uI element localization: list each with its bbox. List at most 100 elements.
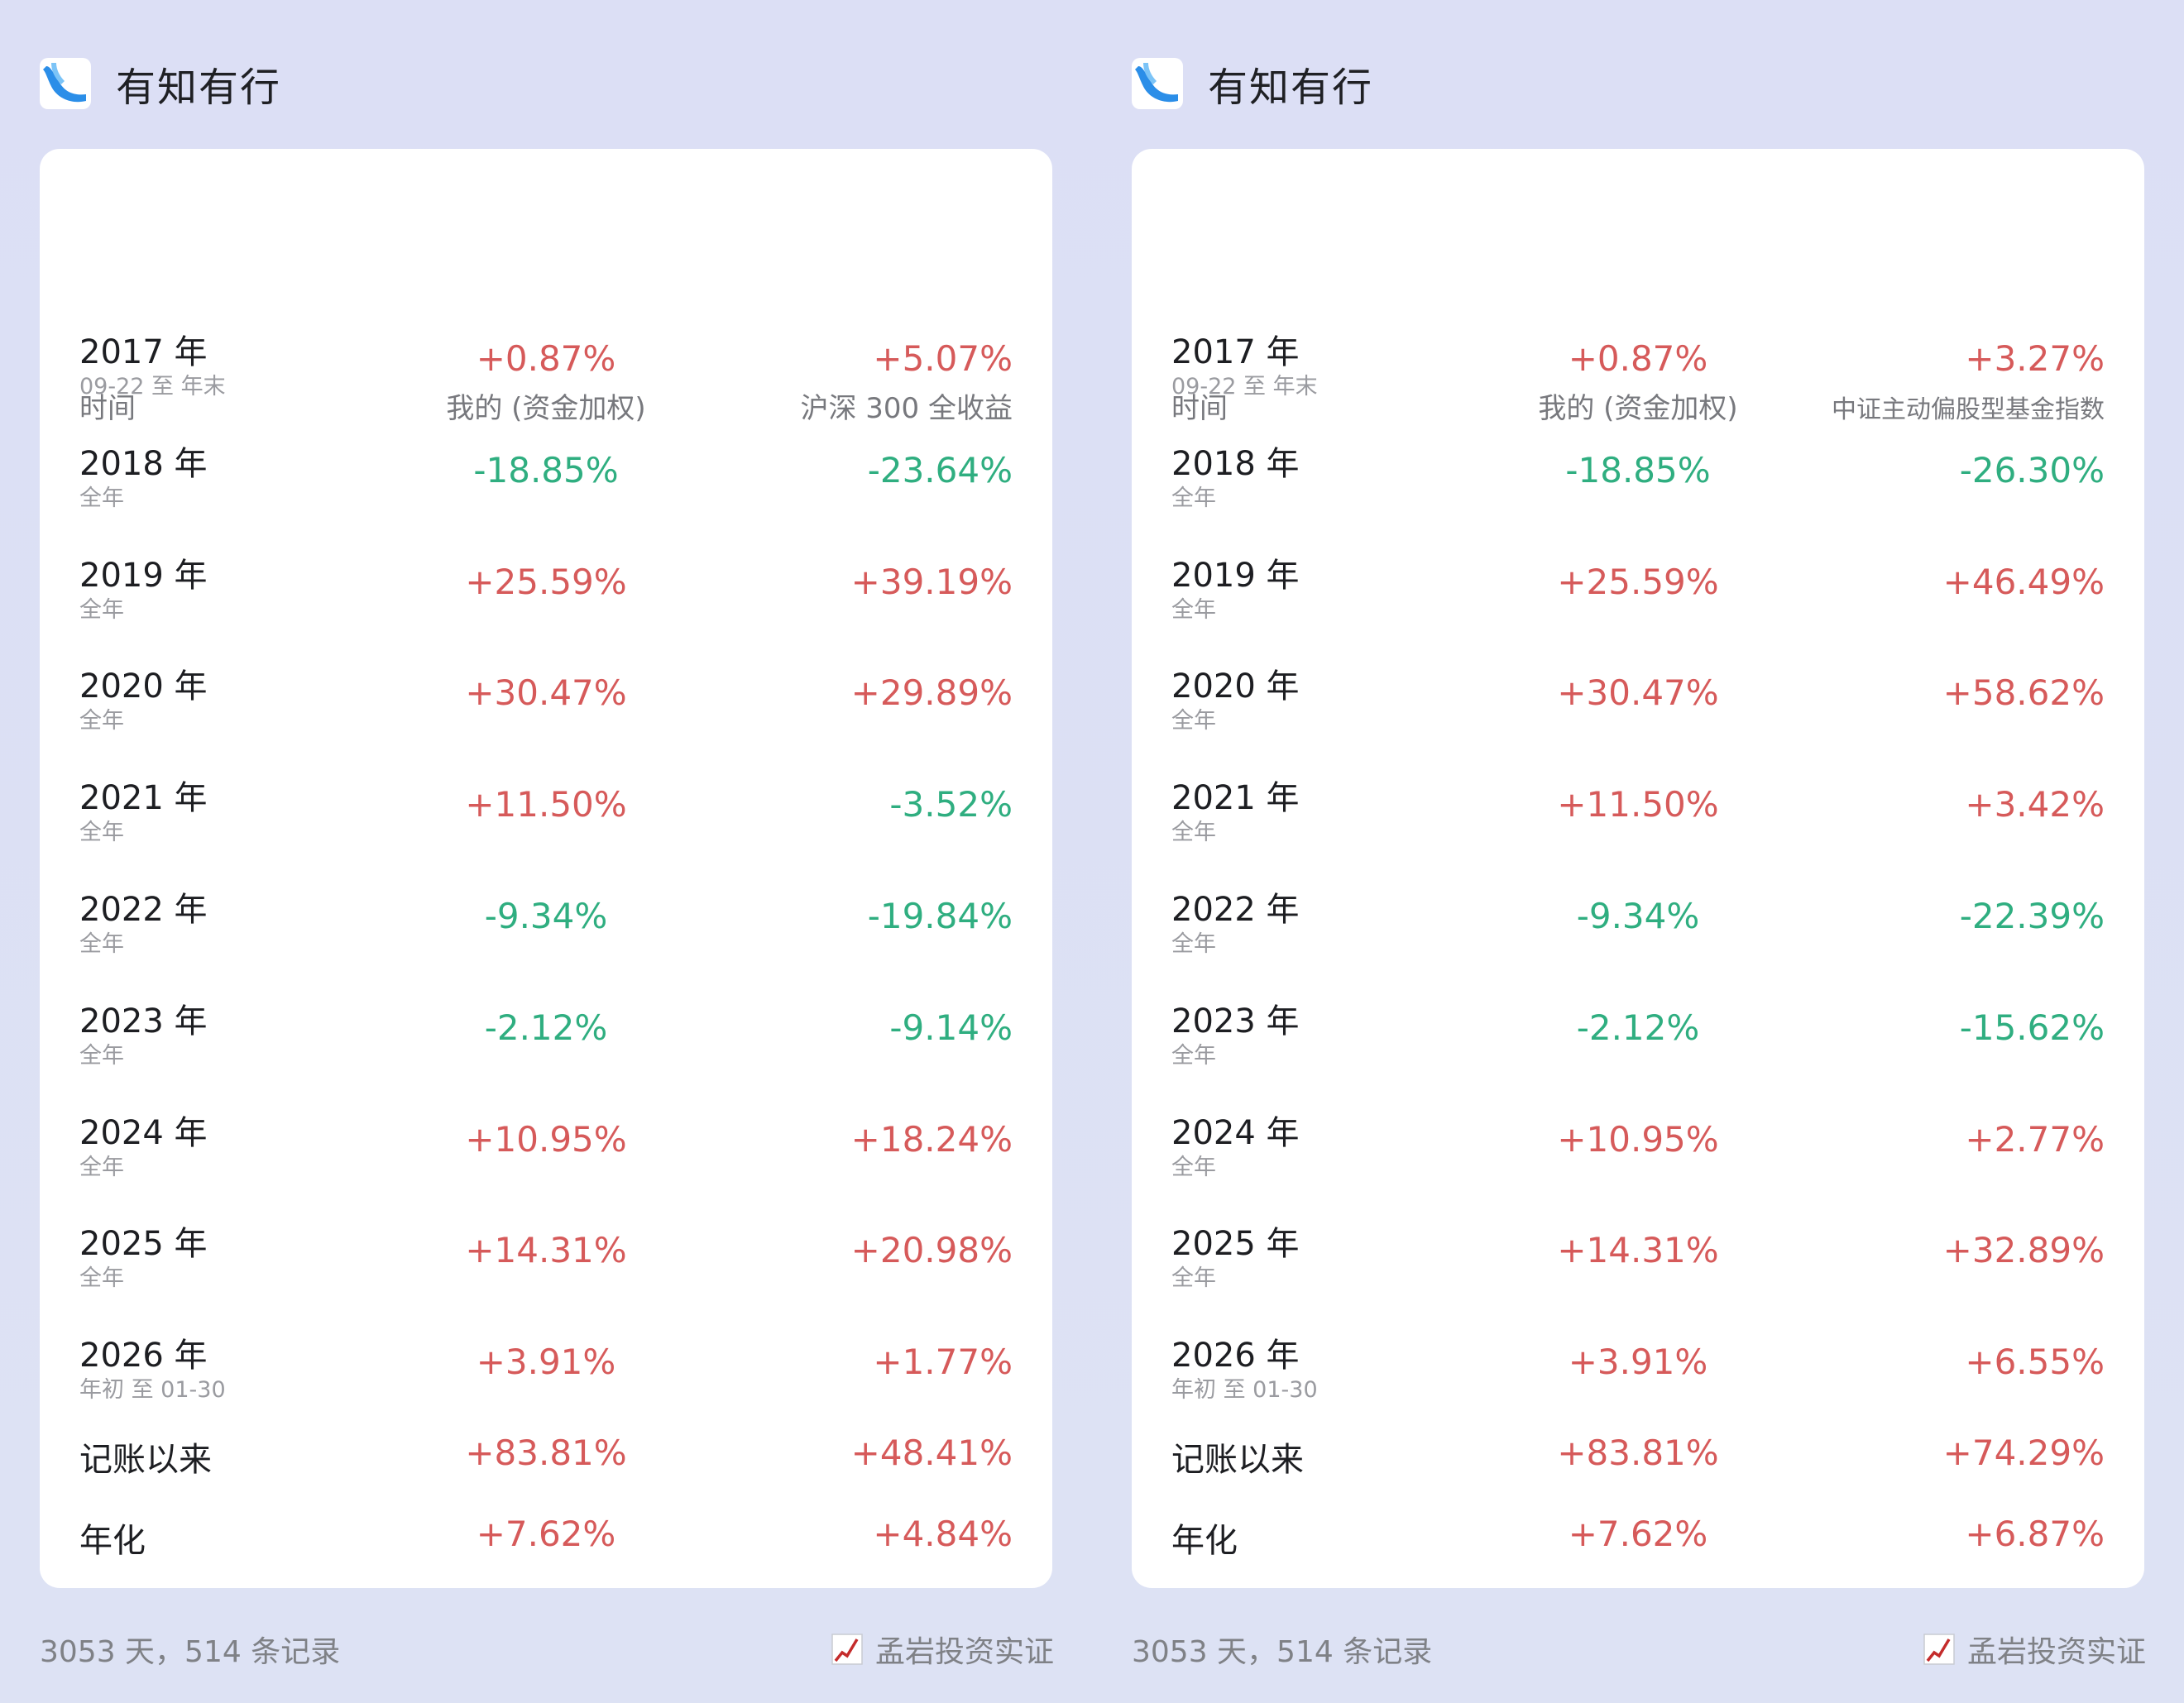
table-row: 2023 年全年 -2.12% -15.62% bbox=[1132, 994, 2144, 1106]
row-year: 2021 年 bbox=[1171, 779, 1300, 818]
row-year: 2021 年 bbox=[79, 779, 208, 818]
row-mine-return: +25.59% bbox=[1557, 561, 1719, 602]
author-name: 孟岩投资实证 bbox=[1966, 1635, 2146, 1669]
table-row: 2021 年全年 +11.50% +3.42% bbox=[1132, 771, 2144, 883]
brand-name: 有知有行 bbox=[116, 65, 282, 111]
row-mine-return: +3.91% bbox=[476, 1342, 616, 1383]
row-year: 2025 年 bbox=[1171, 1225, 1300, 1264]
row-mine-return: -9.34% bbox=[1576, 896, 1700, 936]
row-period: 全年 bbox=[1171, 931, 1216, 957]
author-credit: 孟岩投资实证 bbox=[831, 1628, 1054, 1671]
row-benchmark-return: +20.98% bbox=[850, 1230, 1013, 1271]
table-row: 2024 年全年 +10.95% +18.24% bbox=[40, 1106, 1052, 1217]
row-mine-return: -18.85% bbox=[1565, 449, 1711, 490]
summary-row-total: 记账以来 +83.81% +48.41% bbox=[40, 1416, 1052, 1528]
row-benchmark-return: -23.64% bbox=[867, 449, 1013, 490]
brand-header: 有知有行 bbox=[40, 55, 281, 112]
row-period: 全年 bbox=[79, 1042, 124, 1069]
table-row: 2026 年年初 至 01-30 +3.91% +1.77% bbox=[40, 1328, 1052, 1440]
chart-trend-icon bbox=[831, 1633, 864, 1666]
row-year: 2018 年 bbox=[79, 444, 208, 483]
table-header: 时间 我的 (资金加权) 中证主动偏股型基金指数 bbox=[1132, 385, 2144, 427]
row-year: 2020 年 bbox=[79, 667, 208, 706]
row-period: 全年 bbox=[79, 820, 124, 846]
row-mine-return: -18.85% bbox=[473, 449, 619, 490]
table-row: 2023 年全年 -2.12% -9.14% bbox=[40, 994, 1052, 1106]
chart-trend-icon bbox=[1923, 1633, 1956, 1666]
record-stats: 3053 天，514 条记录 bbox=[40, 1635, 341, 1669]
summary-benchmark-return: +48.41% bbox=[850, 1433, 1013, 1473]
summary-row-total: 记账以来 +83.81% +74.29% bbox=[1132, 1416, 2144, 1528]
row-benchmark-return: +32.89% bbox=[1942, 1230, 2105, 1271]
row-benchmark-return: +3.42% bbox=[1965, 784, 2105, 825]
row-year: 2022 年 bbox=[79, 891, 208, 929]
summary-label: 记账以来 bbox=[79, 1441, 212, 1479]
row-mine-return: +3.91% bbox=[1568, 1342, 1708, 1383]
summary-benchmark-return: +4.84% bbox=[873, 1514, 1013, 1554]
row-benchmark-return: -19.84% bbox=[867, 896, 1013, 936]
row-year: 2020 年 bbox=[1171, 667, 1300, 706]
row-mine-return: +14.31% bbox=[465, 1230, 627, 1271]
summary-benchmark-return: +74.29% bbox=[1942, 1433, 2105, 1473]
row-benchmark-return: +3.27% bbox=[1965, 338, 2105, 379]
summary-mine-return: +83.81% bbox=[465, 1433, 627, 1473]
summary-mine-return: +7.62% bbox=[1568, 1514, 1708, 1554]
table-row: 2025 年全年 +14.31% +20.98% bbox=[40, 1217, 1052, 1328]
record-stats: 3053 天，514 条记录 bbox=[1132, 1635, 1433, 1669]
row-benchmark-return: +1.77% bbox=[873, 1342, 1013, 1383]
summary-row-annualized: 年化 +7.62% +6.87% bbox=[1132, 1497, 2144, 1609]
row-period: 全年 bbox=[1171, 485, 1216, 511]
table-row: 2026 年年初 至 01-30 +3.91% +6.55% bbox=[1132, 1328, 2144, 1440]
row-year: 2017 年 bbox=[79, 333, 208, 371]
row-year: 2019 年 bbox=[1171, 556, 1300, 595]
row-benchmark-return: -9.14% bbox=[889, 1007, 1013, 1048]
header-time: 时间 bbox=[1171, 392, 1228, 425]
table-row: 2022 年全年 -9.34% -19.84% bbox=[40, 883, 1052, 994]
table-row: 2019 年全年 +25.59% +46.49% bbox=[1132, 548, 2144, 660]
row-year: 2023 年 bbox=[79, 1002, 208, 1040]
header-mine: 我的 (资金加权) bbox=[1538, 392, 1738, 425]
summary-label: 年化 bbox=[79, 1522, 146, 1560]
row-period: 09-22 至 年末 bbox=[1171, 374, 1318, 399]
row-mine-return: +0.87% bbox=[1568, 338, 1708, 379]
row-mine-return: -2.12% bbox=[1576, 1007, 1700, 1048]
row-period: 全年 bbox=[79, 485, 124, 511]
header-benchmark: 沪深 300 全收益 bbox=[800, 392, 1013, 425]
return-panel-active-fund-index: 有知有行 时间 我的 (资金加权) 中证主动偏股型基金指数 2017 年 09-2… bbox=[1132, 0, 2146, 1703]
header-benchmark: 中证主动偏股型基金指数 bbox=[1832, 395, 2105, 424]
row-period: 年初 至 01-30 bbox=[79, 1377, 226, 1404]
row-mine-return: -9.34% bbox=[484, 896, 608, 936]
row-mine-return: -2.12% bbox=[484, 1007, 608, 1048]
summary-mine-return: +7.62% bbox=[476, 1514, 616, 1554]
row-mine-return: +30.47% bbox=[465, 672, 627, 714]
row-benchmark-return: +6.55% bbox=[1965, 1342, 2105, 1383]
summary-benchmark-return: +6.87% bbox=[1965, 1514, 2105, 1554]
row-year: 2026 年 bbox=[79, 1337, 208, 1375]
table-row: 2020 年全年 +30.47% +29.89% bbox=[40, 659, 1052, 771]
row-mine-return: +25.59% bbox=[465, 561, 627, 602]
row-benchmark-return: -15.62% bbox=[1959, 1007, 2105, 1048]
table-row: 2018 年全年 -18.85% -26.30% bbox=[1132, 437, 2144, 548]
row-year: 2017 年 bbox=[1171, 333, 1300, 371]
brand-header: 有知有行 bbox=[1132, 55, 1373, 112]
row-year: 2022 年 bbox=[1171, 891, 1300, 929]
row-year: 2024 年 bbox=[1171, 1113, 1300, 1152]
footer: 3053 天，514 条记录 孟岩投资实证 bbox=[40, 1624, 1054, 1674]
table-row: 2024 年全年 +10.95% +2.77% bbox=[1132, 1106, 2144, 1217]
row-benchmark-return: -26.30% bbox=[1959, 449, 2105, 490]
returns-table-card: 时间 我的 (资金加权) 中证主动偏股型基金指数 2017 年 09-22 至 年… bbox=[1132, 149, 2144, 1588]
header-mine: 我的 (资金加权) bbox=[446, 392, 646, 425]
row-year: 2025 年 bbox=[79, 1225, 208, 1264]
table-header: 时间 我的 (资金加权) 沪深 300 全收益 bbox=[40, 385, 1052, 427]
app-logo-icon bbox=[1132, 58, 1183, 109]
row-period: 全年 bbox=[79, 708, 124, 734]
row-period: 全年 bbox=[1171, 1042, 1216, 1069]
row-mine-return: +0.87% bbox=[476, 338, 616, 379]
row-benchmark-return: +2.77% bbox=[1965, 1118, 2105, 1160]
author-name: 孟岩投资实证 bbox=[874, 1635, 1054, 1669]
summary-row-annualized: 年化 +7.62% +4.84% bbox=[40, 1497, 1052, 1609]
row-period: 09-22 至 年末 bbox=[79, 374, 226, 399]
row-mine-return: +11.50% bbox=[465, 784, 627, 825]
row-benchmark-return: +39.19% bbox=[850, 561, 1013, 602]
row-benchmark-return: +18.24% bbox=[850, 1118, 1013, 1160]
